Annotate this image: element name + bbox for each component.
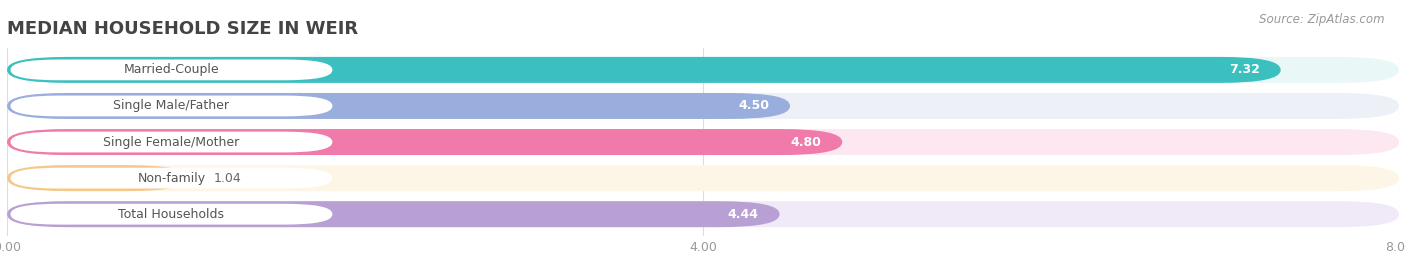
Text: Single Male/Father: Single Male/Father [114,99,229,113]
Text: MEDIAN HOUSEHOLD SIZE IN WEIR: MEDIAN HOUSEHOLD SIZE IN WEIR [7,20,359,38]
Text: 7.32: 7.32 [1229,64,1260,76]
FancyBboxPatch shape [10,96,332,116]
Text: 4.50: 4.50 [738,99,769,113]
Text: 4.44: 4.44 [728,208,759,221]
FancyBboxPatch shape [10,204,332,225]
FancyBboxPatch shape [7,201,1399,227]
Text: Source: ZipAtlas.com: Source: ZipAtlas.com [1260,13,1385,27]
FancyBboxPatch shape [7,129,842,155]
FancyBboxPatch shape [10,59,332,80]
FancyBboxPatch shape [7,57,1399,83]
Text: Married-Couple: Married-Couple [124,64,219,76]
FancyBboxPatch shape [7,165,1399,191]
Text: Single Female/Mother: Single Female/Mother [103,136,239,148]
FancyBboxPatch shape [7,165,188,191]
FancyBboxPatch shape [7,57,1281,83]
Text: Total Households: Total Households [118,208,225,221]
FancyBboxPatch shape [10,168,332,188]
FancyBboxPatch shape [7,93,790,119]
Text: 4.80: 4.80 [790,136,821,148]
Text: 1.04: 1.04 [214,172,242,185]
FancyBboxPatch shape [10,132,332,152]
FancyBboxPatch shape [7,93,1399,119]
FancyBboxPatch shape [7,201,779,227]
FancyBboxPatch shape [7,129,1399,155]
Text: Non-family: Non-family [138,172,205,185]
